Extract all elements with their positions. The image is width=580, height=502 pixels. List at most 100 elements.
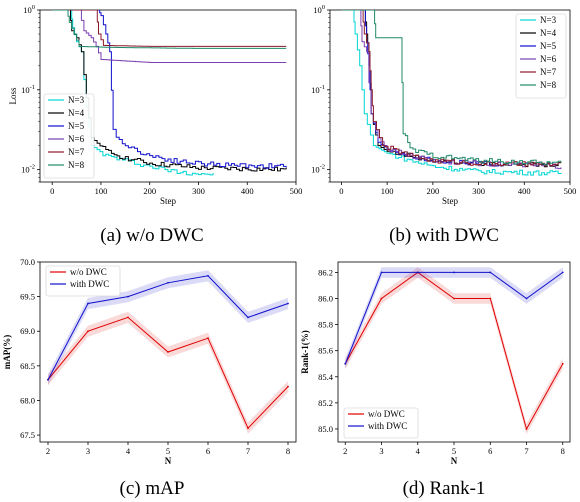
x-tick-label: 500	[564, 186, 577, 196]
data-point	[247, 427, 249, 430]
data-point	[287, 302, 289, 305]
series-line-n-8	[341, 10, 562, 166]
series-band	[48, 311, 288, 434]
y-axis-label: Loss	[8, 87, 18, 105]
legend: N=3 N=4 N=5 N=6 N=7 N=8	[43, 93, 95, 179]
legend-box	[43, 93, 95, 179]
data-point	[287, 385, 289, 388]
y-tick-label: 86.2	[318, 267, 333, 277]
rank1-chart: 2 3 4 5 6 7 8 85.0 85.2 85.4 85.6 85.8 86.0 86.2 N Rank…	[300, 261, 571, 466]
legend-box	[343, 407, 419, 439]
plot-frame	[329, 9, 571, 183]
legend-box	[45, 265, 121, 297]
y-tick-label: 85.8	[318, 320, 333, 330]
x-tick-label: 4	[416, 446, 421, 456]
series-line-n-3	[341, 10, 562, 176]
series-layer	[344, 267, 564, 435]
data-point	[525, 428, 528, 430]
x-tick-label: 500	[290, 186, 303, 196]
x-axis-label: N	[451, 456, 458, 466]
loss-chart-with-dwc: 0 100 200 300 400 500 100 10-1 10-2 Step N=3 N=4 N=5…	[311, 4, 576, 206]
x-tick-label: 7	[524, 446, 528, 456]
data-point	[561, 362, 564, 365]
legend-label: w/o DWC	[368, 409, 405, 419]
x-tick-label: 5	[166, 446, 170, 456]
y-tick-label: 100	[313, 4, 325, 15]
y-tick-label: 85.4	[318, 372, 334, 382]
data-point	[247, 316, 249, 319]
data-point	[87, 330, 89, 333]
legend-label: N=5	[68, 121, 85, 131]
y-tick-label: 69.5	[20, 292, 35, 302]
legend-label: N=6	[540, 54, 557, 64]
y-tick-label: 85.6	[318, 346, 333, 356]
series-line-n-6	[52, 10, 287, 63]
data-point	[87, 302, 89, 305]
series-band	[48, 270, 288, 386]
y-tick-label: 69.0	[20, 326, 35, 336]
x-tick-label: 200	[426, 186, 439, 196]
legend-label: N=5	[540, 41, 557, 51]
x-tick-label: 0	[339, 186, 343, 196]
x-tick-label: 400	[518, 186, 531, 196]
y-tick-label: 10-1	[311, 84, 325, 95]
x-tick-label: 8	[286, 446, 290, 456]
x-tick-label: 3	[86, 446, 90, 456]
data-point	[561, 271, 564, 274]
legend-label: N=3	[68, 95, 85, 105]
legend-box	[515, 13, 567, 99]
y-tick-label: 67.5	[20, 430, 35, 440]
legend-label: with DWC	[368, 421, 407, 431]
x-tick-label: 2	[343, 446, 347, 456]
x-tick-label: 4	[126, 446, 131, 456]
y-tick-label: 86.0	[318, 294, 333, 304]
data-point	[380, 297, 383, 300]
caption-b: (b) with DWC	[389, 225, 499, 246]
data-point	[525, 297, 528, 300]
x-tick-label: 6	[206, 446, 210, 456]
data-point	[453, 297, 455, 300]
legend-label: N=4	[68, 108, 85, 118]
data-point	[416, 271, 419, 274]
series-layer	[47, 270, 289, 434]
data-point	[127, 316, 129, 319]
data-point	[47, 378, 49, 381]
y-tick-label: 70.0	[20, 257, 35, 267]
y-tick-label: 10-1	[21, 84, 35, 95]
y-tick-label: 68.0	[20, 395, 35, 405]
y-tick-label: 85.0	[318, 424, 333, 434]
x-tick-label: 400	[241, 186, 254, 196]
caption-d: (d) Rank-1	[403, 478, 486, 499]
series-line-n-8	[52, 10, 287, 49]
x-tick-label: 200	[143, 186, 156, 196]
x-axis-label: N	[165, 456, 172, 466]
data-point	[207, 274, 209, 277]
legend-label: with DWC	[70, 279, 109, 289]
legend-label: N=4	[540, 28, 557, 38]
y-tick-label: 68.5	[20, 361, 35, 371]
x-tick-label: 3	[379, 446, 383, 456]
data-point	[167, 281, 169, 284]
x-axis-label: Step	[160, 196, 177, 206]
legend-label: N=7	[540, 67, 557, 77]
y-tick-label: 100	[23, 4, 35, 15]
legend: w/o DWC with DWC	[343, 407, 419, 439]
legend: N=3 N=4 N=5 N=6 N=7 N=8	[515, 13, 567, 99]
x-tick-label: 300	[472, 186, 485, 196]
x-axis-label: Step	[442, 196, 459, 206]
x-tick-label: 0	[50, 186, 54, 196]
x-tick-label: 6	[488, 446, 492, 456]
x-tick-label: 2	[46, 446, 50, 456]
legend-label: N=3	[540, 15, 557, 25]
legend-label: N=7	[68, 147, 85, 157]
data-point	[489, 271, 492, 274]
series-band	[345, 267, 563, 435]
y-tick-label: 85.2	[318, 398, 333, 408]
legend-label: N=8	[540, 80, 557, 90]
caption-a: (a) w/o DWC	[100, 225, 203, 246]
y-axis-label: Rank-1(%)	[300, 330, 310, 374]
x-tick-label: 7	[246, 446, 250, 456]
